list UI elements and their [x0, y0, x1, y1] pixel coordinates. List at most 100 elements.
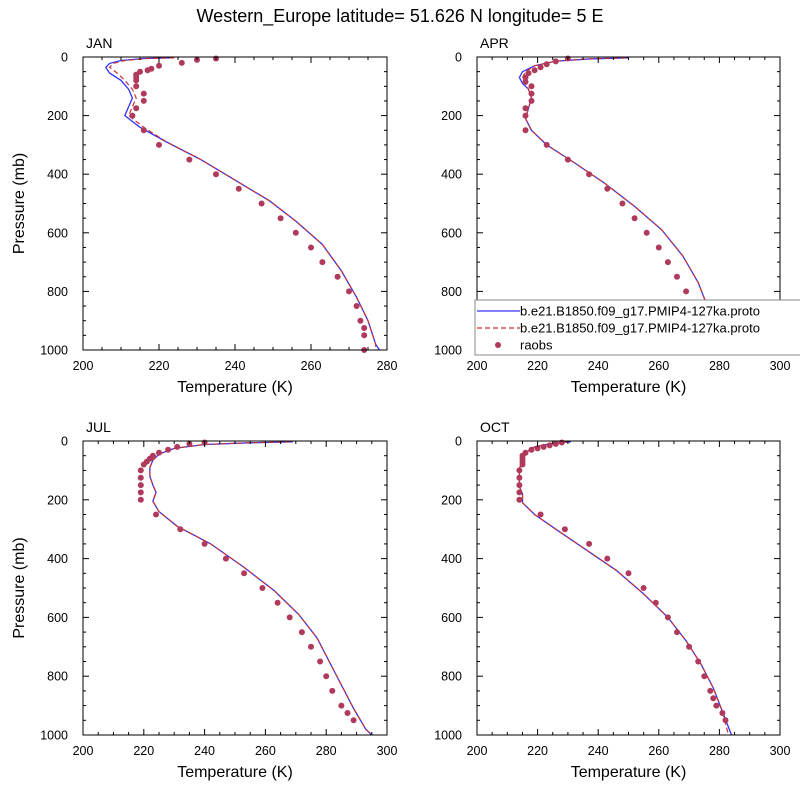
raob-point	[156, 449, 162, 456]
raob-point	[516, 474, 523, 481]
raob-point	[528, 446, 535, 453]
y-tick-label: 600	[47, 611, 68, 625]
raob-point	[346, 288, 352, 295]
raob-point	[140, 127, 147, 134]
raob-point	[177, 526, 184, 533]
raob-point	[258, 200, 265, 207]
x-axis-title: Temperature (K)	[177, 764, 293, 781]
raob-point	[586, 540, 593, 547]
raob-point	[686, 643, 693, 650]
raob-point	[528, 83, 535, 90]
raob-point	[308, 244, 314, 251]
raob-point	[525, 70, 532, 77]
y-tick-label: 200	[441, 493, 462, 507]
plot-frame	[476, 440, 781, 736]
raob-point	[531, 67, 538, 74]
model-line-solid	[518, 441, 733, 736]
panel-label: APR	[480, 35, 509, 51]
raob-point	[537, 64, 544, 71]
x-tick-label: 220	[149, 359, 170, 373]
model-line-dashed	[149, 441, 373, 736]
raob-point	[640, 585, 647, 591]
raob-point	[631, 215, 638, 222]
raob-point	[674, 273, 680, 280]
x-tick-label: 240	[194, 744, 215, 758]
legend-marker-raobs	[495, 342, 501, 348]
y-tick-label: 400	[441, 552, 462, 566]
raob-point	[144, 67, 151, 74]
raob-point	[298, 629, 305, 636]
model-line-dashed	[521, 57, 723, 351]
raob-point	[604, 555, 611, 562]
y-tick-label: 0	[61, 51, 68, 65]
raob-point	[683, 288, 690, 295]
x-tick-label: 240	[225, 359, 246, 373]
raob-point	[516, 482, 523, 489]
raob-point	[652, 599, 659, 606]
raob-point	[178, 59, 185, 66]
x-tick-label: 260	[255, 744, 276, 758]
raob-point	[286, 614, 293, 621]
y-tick-label: 400	[441, 168, 462, 182]
x-tick-label: 200	[467, 359, 488, 373]
raob-point	[334, 273, 341, 280]
model-line-dashed	[108, 57, 377, 350]
chart-panel-jul: 200 220 240 260 280 300 0 200 400 600 800 1000 JUL Te…	[11, 419, 397, 781]
legend-box	[474, 299, 800, 356]
y-tick-label: 200	[47, 109, 68, 123]
x-tick-label: 240	[588, 359, 609, 373]
raob-point	[274, 599, 281, 606]
x-tick-label: 280	[316, 744, 337, 758]
raob-point	[222, 555, 229, 562]
raob-point	[259, 585, 266, 591]
raob-point	[713, 702, 720, 709]
raob-point	[516, 489, 523, 496]
raob-point	[528, 97, 535, 104]
panel-label: OCT	[480, 419, 510, 435]
x-tick-label: 200	[73, 359, 94, 373]
y-tick-label: 200	[47, 493, 68, 507]
x-tick-label: 260	[301, 359, 322, 373]
raob-point	[308, 643, 314, 650]
x-tick-label: 240	[588, 744, 609, 758]
y-tick-label: 800	[441, 670, 462, 684]
y-tick-label: 0	[455, 435, 462, 449]
raob-point	[552, 58, 559, 65]
raob-point	[129, 112, 136, 119]
chart-panel-apr: 200 220 240 260 280 300 0 200 400 600 800 1000 APR Te…	[434, 35, 800, 396]
panels: 200 220 240 260 280 0 200 400 600 800 1000 JAN Tempe…	[11, 35, 800, 781]
x-tick-label: 260	[648, 359, 669, 373]
raob-point	[137, 489, 144, 496]
y-tick-label: 400	[47, 168, 68, 182]
x-tick-label: 220	[133, 744, 154, 758]
raob-point	[174, 443, 181, 450]
raob-point	[140, 97, 147, 104]
raob-point	[153, 511, 159, 518]
raob-point	[522, 127, 529, 134]
raob-point	[710, 695, 717, 702]
y-tick-label: 1000	[40, 729, 68, 743]
raob-point	[528, 90, 535, 97]
y-tick-label: 600	[441, 226, 462, 240]
y-axis-title: Pressure (mb)	[11, 153, 28, 254]
raob-point	[292, 229, 299, 236]
y-tick-label: 1000	[434, 344, 462, 358]
chart-panel-oct: 200 220 240 260 280 300 0 200 400 600 800 1000 OCT Te…	[434, 419, 790, 781]
raob-point	[213, 171, 219, 178]
raob-point	[137, 496, 144, 503]
raob-point	[137, 474, 144, 481]
raob-point	[344, 710, 351, 716]
raob-point	[357, 317, 364, 324]
y-tick-label: 800	[47, 670, 68, 684]
y-tick-label: 600	[441, 611, 462, 625]
x-axis-title: Temperature (K)	[571, 764, 687, 781]
raob-point	[543, 61, 550, 68]
y-tick-label: 400	[47, 552, 68, 566]
x-tick-label: 300	[770, 359, 791, 373]
raob-point	[701, 673, 708, 680]
raob-point	[156, 62, 162, 69]
y-tick-label: 600	[47, 226, 68, 240]
raob-point	[722, 717, 729, 724]
raob-point	[319, 259, 326, 266]
